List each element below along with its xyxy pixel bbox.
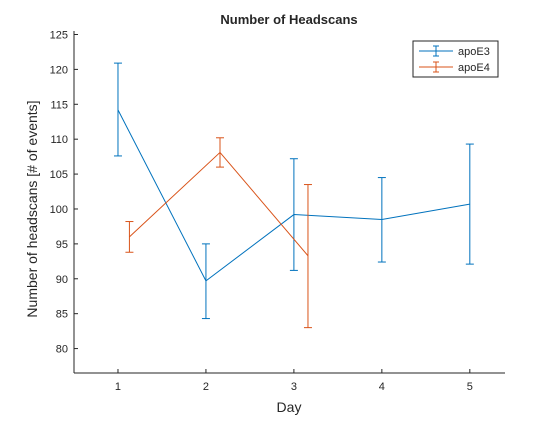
error-bar-apoE3 [377, 177, 386, 263]
y-tick-label: 95 [56, 239, 68, 251]
y-tick-label: 85 [56, 309, 68, 321]
legend-label: apoE3 [458, 46, 490, 58]
y-tick-label: 80 [56, 344, 68, 356]
y-tick-label: 120 [50, 64, 68, 76]
error-bar-apoE4 [216, 137, 225, 168]
y-tick-label: 90 [56, 274, 68, 286]
y-tick-label: 115 [50, 99, 68, 111]
chart-title: Number of Headscans [220, 12, 357, 27]
error-bar-apoE3 [465, 143, 474, 265]
x-tick-label: 5 [467, 381, 473, 393]
legend-item-apoE3: apoE3 [419, 45, 490, 58]
error-bar-apoE3 [201, 243, 210, 320]
legend-label: apoE4 [458, 62, 490, 74]
x-tick-label: 2 [203, 381, 209, 393]
x-tick-label: 4 [379, 381, 385, 393]
series-line-apoE4 [129, 151, 309, 257]
x-tick-label: 3 [291, 381, 297, 393]
error-bar-apoE4 [303, 184, 312, 329]
x-axis-label: Day [277, 399, 302, 415]
y-tick-label: 100 [50, 204, 68, 216]
error-bar-apoE3 [289, 158, 298, 271]
y-tick-label: 125 [50, 29, 68, 41]
y-axis-label: Number of headscans [# of events] [24, 100, 40, 317]
series-apoE4 [125, 137, 312, 329]
axes: 1 2 3 4 5 80 85 90 95 100 105 110 115 120 125 [50, 29, 505, 393]
plot-area [113, 62, 474, 329]
legend-box [412, 40, 499, 78]
error-bar-apoE3 [113, 62, 122, 157]
y-tick-label: 105 [50, 169, 68, 181]
series-apoE3 [113, 62, 474, 320]
y-tick-label: 110 [50, 134, 68, 146]
legend: apoE3 apoE4 [412, 40, 499, 78]
legend-item-apoE4: apoE4 [419, 61, 490, 74]
error-bar-apoE4 [125, 221, 134, 253]
x-tick-label: 1 [115, 381, 121, 393]
